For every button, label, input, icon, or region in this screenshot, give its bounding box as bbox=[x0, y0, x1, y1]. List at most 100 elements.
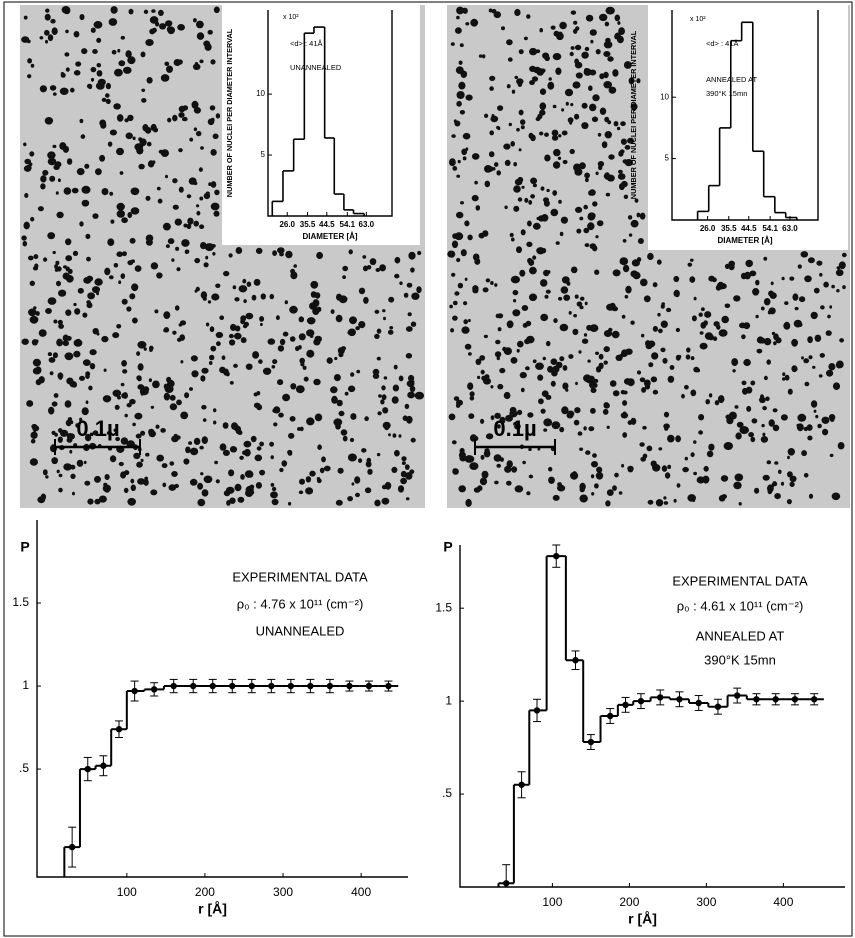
nucleus bbox=[660, 320, 668, 328]
nucleus bbox=[145, 39, 154, 46]
nucleus bbox=[456, 257, 461, 263]
nucleus bbox=[207, 300, 212, 304]
nucleus bbox=[196, 210, 201, 216]
nucleus bbox=[507, 57, 513, 62]
nucleus bbox=[85, 400, 89, 405]
data-point bbox=[676, 696, 683, 703]
nucleus bbox=[746, 405, 752, 412]
nucleus bbox=[614, 472, 619, 478]
nucleus bbox=[723, 442, 733, 450]
nucleus bbox=[176, 267, 181, 272]
nucleus bbox=[548, 476, 555, 484]
nucleus bbox=[107, 238, 115, 246]
nucleus bbox=[84, 433, 92, 442]
nucleus bbox=[547, 81, 555, 90]
nucleus bbox=[676, 483, 681, 488]
data-point bbox=[100, 762, 107, 769]
nucleus bbox=[562, 382, 569, 390]
nucleus bbox=[281, 460, 288, 467]
nucleus bbox=[587, 222, 595, 231]
nucleus bbox=[590, 39, 594, 44]
nucleus bbox=[480, 369, 485, 375]
nucleus bbox=[669, 365, 675, 370]
nucleus bbox=[765, 396, 770, 402]
nucleus bbox=[457, 282, 464, 289]
nucleus bbox=[90, 77, 95, 82]
nucleus bbox=[514, 8, 521, 17]
nucleus bbox=[167, 117, 172, 123]
nucleus bbox=[56, 338, 63, 347]
nucleus bbox=[821, 416, 830, 424]
nucleus bbox=[129, 293, 136, 300]
nucleus bbox=[621, 314, 626, 319]
nucleus bbox=[504, 159, 511, 166]
nucleus bbox=[518, 148, 522, 152]
nucleus bbox=[551, 135, 559, 141]
nucleus bbox=[605, 192, 611, 197]
nucleus bbox=[154, 309, 159, 314]
nucleus bbox=[559, 426, 565, 433]
nucleus bbox=[539, 131, 544, 136]
nucleus bbox=[759, 337, 766, 344]
nucleus bbox=[42, 169, 49, 176]
nucleus bbox=[501, 26, 505, 31]
nucleus bbox=[605, 500, 611, 507]
nucleus bbox=[127, 497, 136, 506]
nucleus bbox=[725, 414, 731, 420]
nucleus bbox=[130, 187, 140, 196]
x-axis-label: r [Å] bbox=[628, 911, 657, 927]
nucleus bbox=[70, 473, 76, 479]
nucleus bbox=[228, 469, 235, 477]
data-point bbox=[190, 682, 197, 690]
nucleus bbox=[535, 362, 544, 370]
nucleus bbox=[94, 498, 101, 505]
nucleus bbox=[272, 250, 277, 256]
nucleus bbox=[298, 316, 305, 323]
nucleus bbox=[49, 175, 56, 182]
nucleus bbox=[468, 352, 472, 356]
nucleus bbox=[56, 280, 61, 287]
nucleus bbox=[260, 293, 266, 300]
nucleus bbox=[103, 482, 108, 487]
nucleus bbox=[713, 321, 720, 327]
nucleus bbox=[45, 39, 48, 44]
nucleus bbox=[573, 314, 577, 318]
x-tick-label: 35.5 bbox=[721, 224, 737, 233]
nucleus bbox=[532, 359, 537, 364]
nucleus bbox=[614, 14, 621, 22]
nucleus bbox=[538, 398, 544, 405]
nucleus bbox=[559, 231, 564, 237]
nucleus bbox=[608, 86, 617, 94]
nucleus bbox=[682, 466, 689, 473]
nucleus bbox=[101, 335, 109, 343]
nucleus bbox=[361, 448, 367, 453]
nucleus bbox=[199, 59, 204, 64]
nucleus bbox=[591, 116, 599, 123]
nucleus bbox=[57, 178, 61, 182]
nucleus bbox=[180, 411, 189, 420]
nucleus bbox=[350, 372, 355, 377]
nucleus bbox=[684, 384, 689, 390]
data-point bbox=[753, 696, 760, 703]
nucleus bbox=[295, 346, 300, 352]
nucleus bbox=[135, 433, 142, 439]
nucleus bbox=[201, 404, 207, 410]
nucleus bbox=[120, 273, 126, 279]
nucleus bbox=[595, 351, 599, 355]
nucleus bbox=[81, 185, 91, 194]
nucleus bbox=[338, 352, 344, 358]
annotation: EXPERIMENTAL DATA bbox=[672, 573, 808, 588]
nucleus bbox=[756, 348, 763, 354]
nucleus bbox=[539, 102, 547, 111]
nucleus bbox=[551, 370, 558, 377]
data-point bbox=[587, 738, 595, 746]
nucleus bbox=[44, 117, 54, 125]
nucleus bbox=[744, 271, 751, 280]
nucleus bbox=[189, 137, 194, 142]
nucleus bbox=[701, 307, 705, 312]
annotation: EXPERIMENTAL DATA bbox=[232, 569, 368, 584]
nucleus bbox=[815, 414, 819, 419]
nucleus bbox=[807, 435, 813, 441]
nucleus bbox=[606, 303, 615, 311]
nucleus bbox=[205, 322, 210, 327]
